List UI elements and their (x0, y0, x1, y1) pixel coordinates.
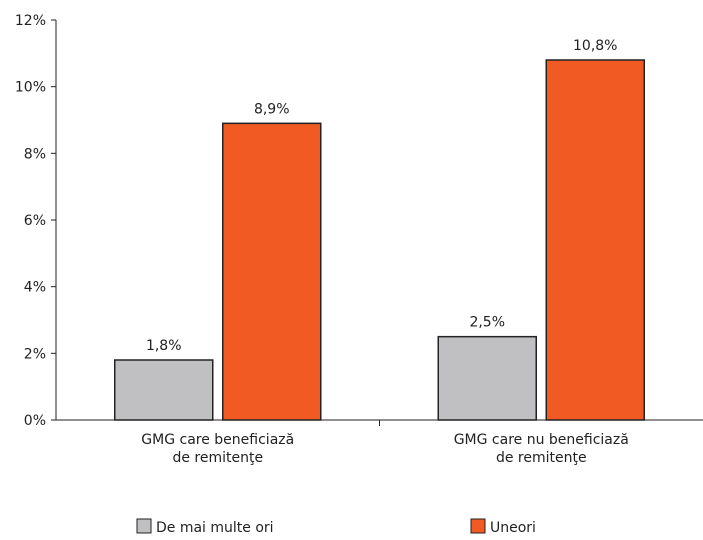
data-label: 10,8% (573, 38, 617, 54)
bar[interactable] (114, 359, 214, 421)
y-tick-label: 2% (24, 346, 46, 362)
y-tick-label: 10% (15, 80, 46, 96)
bar[interactable] (222, 122, 322, 421)
legend-label: De mai multe ori (156, 520, 274, 535)
x-category-label: GMG care nu beneficiază (454, 432, 629, 448)
data-label: 8,9% (254, 101, 290, 117)
x-category-label: GMG care beneficiază (141, 432, 294, 448)
y-tick-label: 6% (24, 213, 46, 229)
data-label: 1,8% (146, 338, 182, 354)
legend-label: Uneori (490, 520, 536, 535)
legend-swatch (136, 518, 152, 534)
y-tick-label: 0% (24, 413, 46, 429)
x-category-label: de remitenţe (172, 450, 263, 466)
data-label: 2,5% (469, 315, 505, 331)
legend-swatch (470, 518, 486, 534)
y-tick-label: 12% (15, 13, 46, 29)
y-tick-label: 4% (24, 280, 46, 296)
bar[interactable] (437, 335, 537, 421)
y-tick-label: 8% (24, 146, 46, 162)
bar[interactable] (545, 59, 645, 421)
x-category-label: de remitenţe (496, 450, 587, 466)
